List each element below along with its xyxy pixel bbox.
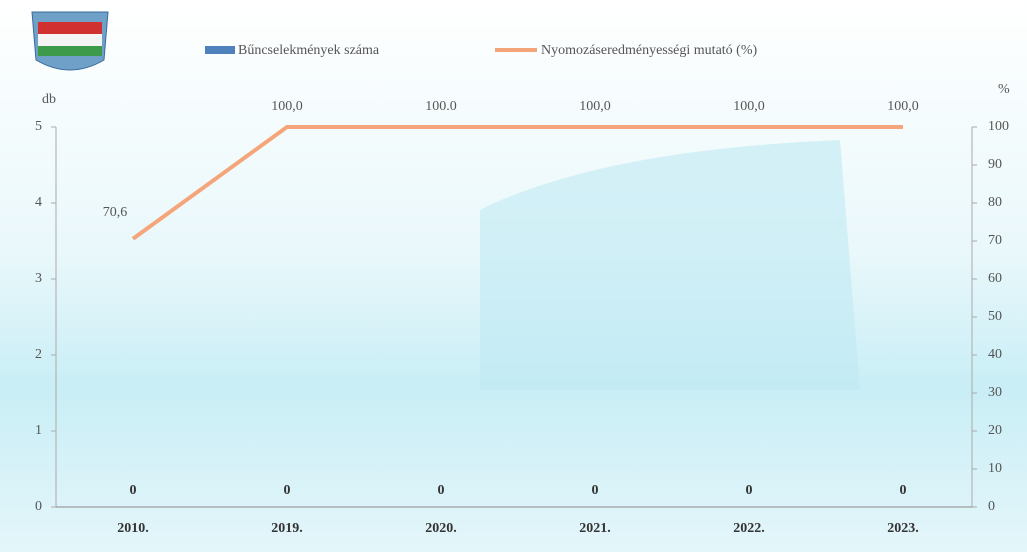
y2-tick-label: 70 xyxy=(988,233,1002,248)
y-tick-label: 1 xyxy=(35,423,42,438)
line-value-label: 100.0 xyxy=(425,99,457,114)
y-axis-label: db xyxy=(42,92,56,107)
y2-tick-label: 100 xyxy=(988,119,1009,134)
line xyxy=(131,125,903,241)
x-tick-label: 2021. xyxy=(579,521,611,536)
line-value-label: 100,0 xyxy=(271,99,303,114)
y2-tick-label: 30 xyxy=(988,385,1002,400)
x-tick-label: 2010. xyxy=(117,521,149,536)
bar-value-label: 0 xyxy=(130,483,137,498)
y2-tick-label: 40 xyxy=(988,347,1002,362)
y2-tick-label: 90 xyxy=(988,157,1002,172)
line-value-label: 70,6 xyxy=(103,205,128,220)
y-tick-label: 2 xyxy=(35,347,42,362)
logo xyxy=(31,11,109,71)
y-tick-label: 3 xyxy=(35,271,42,286)
y2-axis-label: % xyxy=(998,82,1010,97)
line-value-label: 100,0 xyxy=(579,99,611,114)
y2-tick-label: 50 xyxy=(988,309,1002,324)
y2-tick-label: 0 xyxy=(988,499,995,514)
bar-value-label: 0 xyxy=(438,483,445,498)
x-tick-label: 2020. xyxy=(425,521,457,536)
y2-tick-label: 20 xyxy=(988,423,1002,438)
x-tick-label: 2022. xyxy=(733,521,765,536)
bar-value-label: 0 xyxy=(746,483,753,498)
bar-value-label: 0 xyxy=(284,483,291,498)
x-tick-label: 2019. xyxy=(271,521,303,536)
y2-tick-label: 10 xyxy=(988,461,1002,476)
y-tick-label: 4 xyxy=(35,195,42,210)
background-building xyxy=(480,140,860,390)
bar-value-label: 0 xyxy=(900,483,907,498)
y-tick-label: 5 xyxy=(35,119,42,134)
bar-value-label: 0 xyxy=(592,483,599,498)
y2-tick-label: 80 xyxy=(988,195,1002,210)
legend-label: Bűncselekmények száma xyxy=(238,43,380,58)
line-value-label: 100,0 xyxy=(733,99,765,114)
legend-label: Nyomozáseredményességi mutató (%) xyxy=(541,43,757,58)
legend-swatch xyxy=(205,46,235,54)
x-tick-label: 2023. xyxy=(887,521,919,536)
y-tick-label: 0 xyxy=(35,499,42,514)
y2-tick-label: 60 xyxy=(988,271,1002,286)
line-value-label: 100,0 xyxy=(887,99,919,114)
